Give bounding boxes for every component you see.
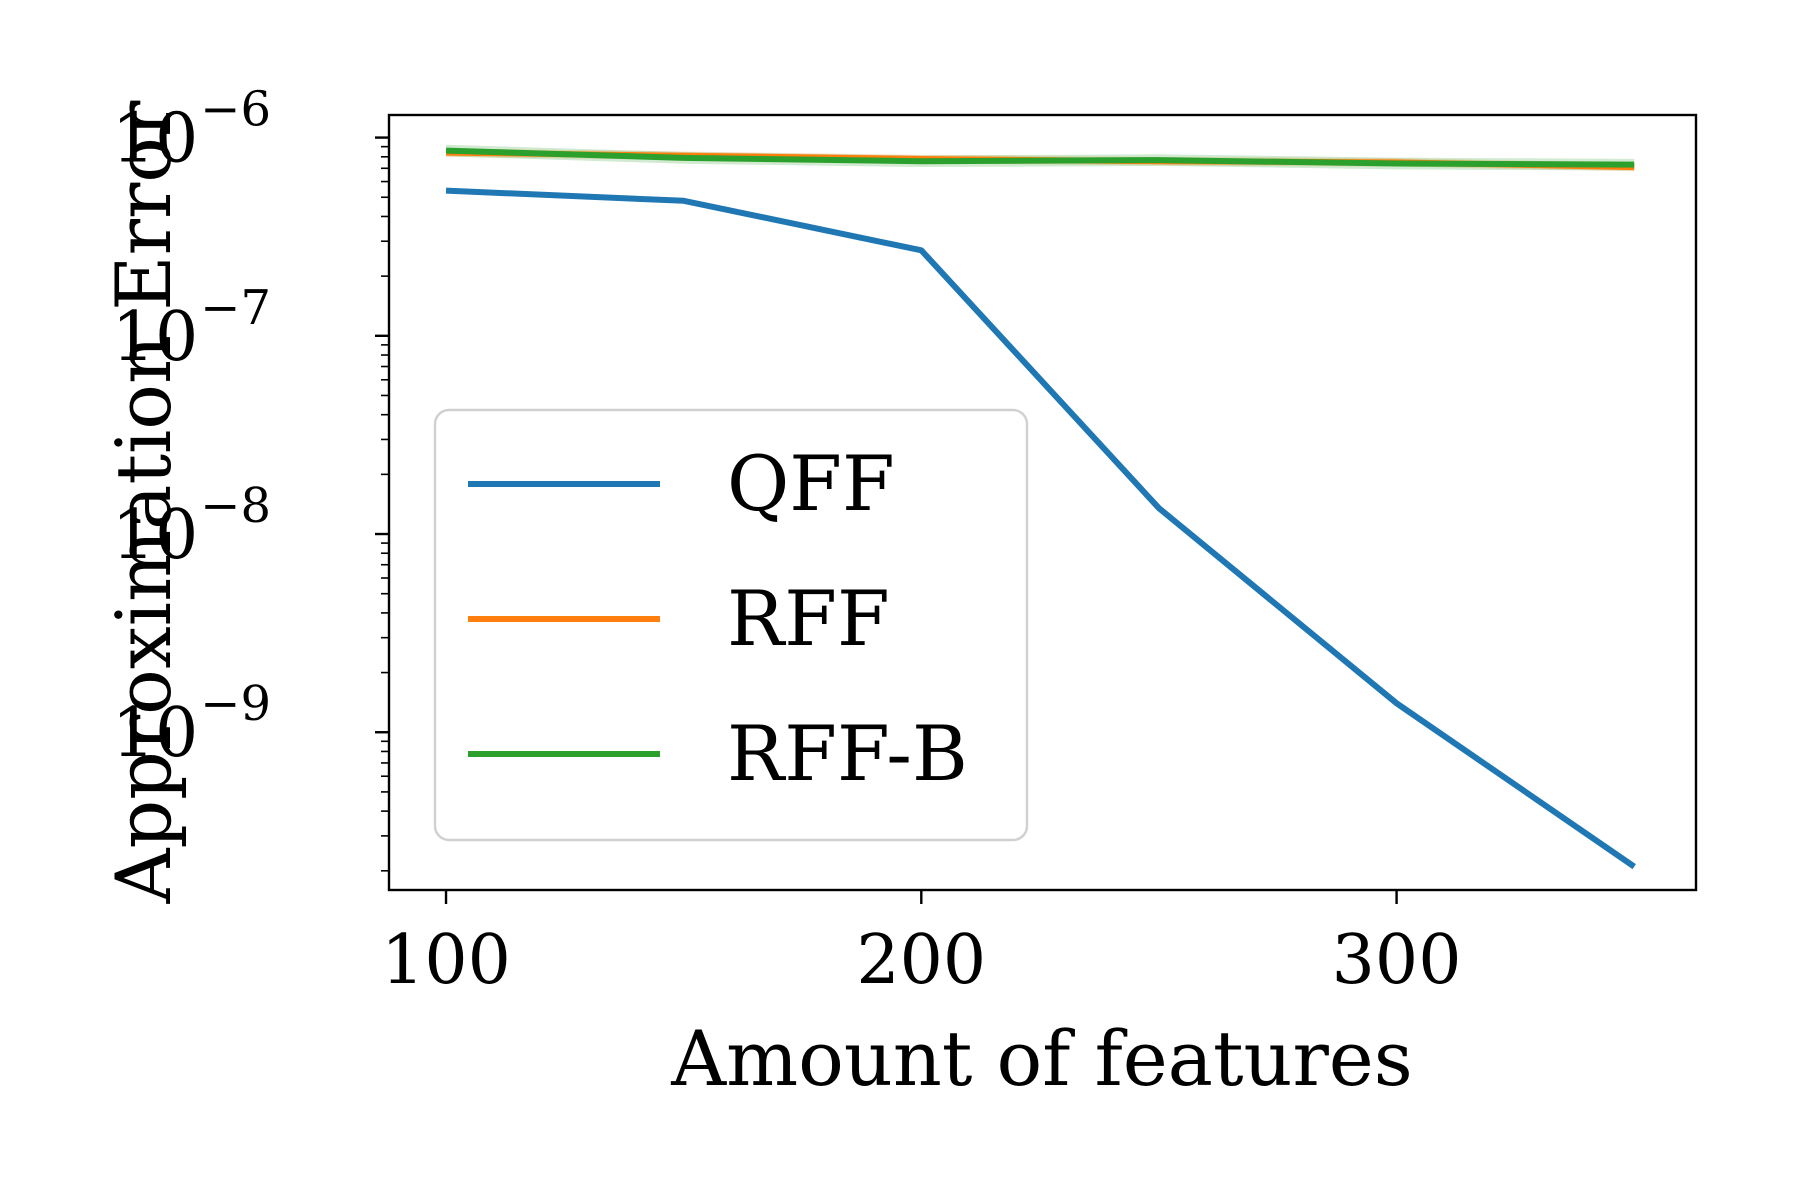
legend-frame (433, 408, 1029, 842)
legend-label-qff: QFF (727, 439, 895, 528)
axes-frame (387, 113, 1698, 892)
x-tick-label: 300 (1332, 921, 1462, 1000)
legend-label-rff: RFF (727, 574, 890, 663)
series-line-qff (445, 187, 1636, 870)
x-tick-label: 100 (381, 921, 511, 1000)
series-line-rff-b (445, 147, 1635, 168)
y-tick-exponent: −9 (200, 676, 271, 732)
series-lines (445, 147, 1636, 870)
x-axis-title: Amount of features (670, 1014, 1413, 1103)
x-axis: 100 200 300 (381, 890, 1461, 1000)
x-tick-label: 200 (856, 921, 986, 1000)
y-tick-exponent: −8 (200, 478, 271, 534)
legend-label-rff-b: RFF-B (727, 709, 968, 798)
legend: QFF RFF RFF-B (433, 408, 1029, 842)
y-tick-exponent: −7 (200, 280, 271, 336)
y-axis-title: Approximation Error (99, 100, 188, 904)
y-tick-exponent: −6 (200, 82, 271, 138)
